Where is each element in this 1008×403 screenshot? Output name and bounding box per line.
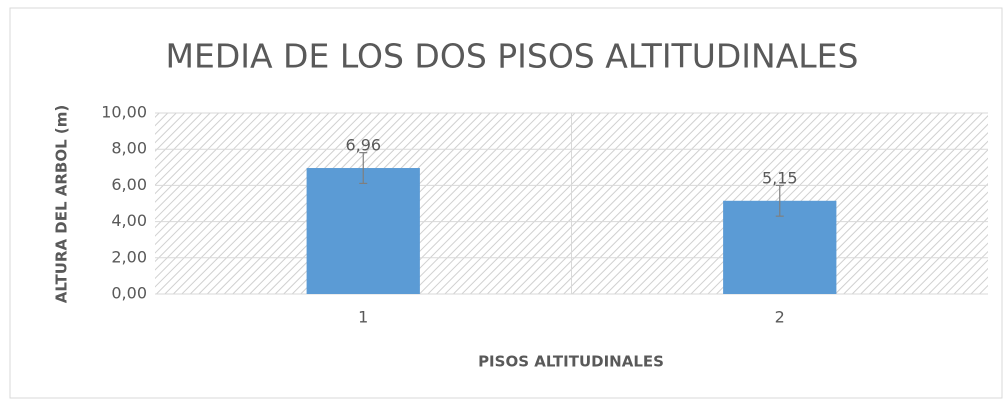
y-tick-label: 0,00 bbox=[111, 284, 147, 303]
y-tick-label: 10,00 bbox=[101, 103, 147, 122]
data-label: 6,96 bbox=[345, 136, 381, 155]
x-tick-label: 2 bbox=[775, 308, 785, 327]
y-tick-label: 8,00 bbox=[111, 139, 147, 158]
y-axis-label: ALTURA DEL ARBOL (m) bbox=[53, 105, 71, 303]
y-tick-label: 6,00 bbox=[111, 175, 147, 194]
error-bar bbox=[359, 152, 368, 185]
x-axis-label: PISOS ALTITUDINALES bbox=[478, 353, 664, 371]
y-tick-label: 2,00 bbox=[111, 247, 147, 266]
y-tick-label: 4,00 bbox=[111, 211, 147, 230]
x-tick-label: 1 bbox=[358, 308, 368, 327]
error-bar bbox=[775, 184, 784, 217]
chart-title: MEDIA DE LOS DOS PISOS ALTITUDINALES bbox=[166, 37, 859, 76]
data-label: 5,15 bbox=[762, 168, 798, 187]
bar bbox=[306, 168, 420, 294]
